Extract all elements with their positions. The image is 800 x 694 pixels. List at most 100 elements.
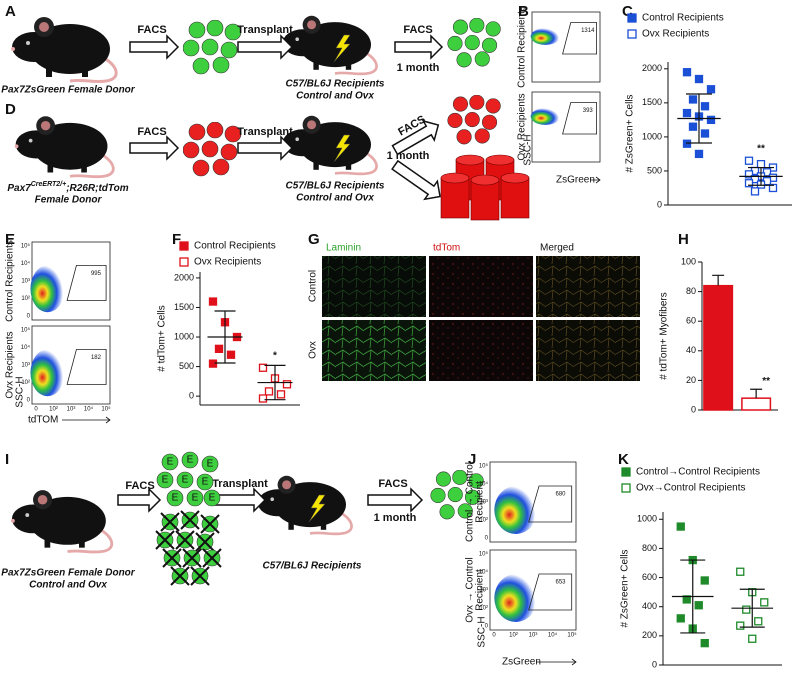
legend-marker: [179, 257, 189, 267]
gate-count: 182: [91, 355, 102, 361]
cell: [166, 489, 184, 507]
data-point: [742, 605, 751, 614]
groups: Control and Ovx: [29, 580, 107, 591]
cell: [186, 489, 204, 507]
event-density: [30, 349, 65, 397]
micrograph: [322, 320, 426, 381]
arrow: [394, 34, 444, 60]
y-tick-label: 0: [485, 536, 489, 542]
data-point: [208, 297, 218, 306]
panel-label: A: [5, 3, 16, 20]
arrow: [367, 487, 424, 513]
cell-mark: E: [209, 493, 216, 504]
data-point: [682, 68, 692, 77]
arrow: [129, 34, 180, 60]
error-bar: [214, 310, 236, 364]
row-label: Recipient: [475, 481, 486, 523]
legend-label: Ovx Recipients: [194, 257, 261, 268]
cell-mark: E: [192, 493, 199, 504]
gate-count: 995: [91, 271, 102, 277]
donor-part: CreERT2/+: [31, 181, 66, 188]
time: 1 month: [374, 512, 417, 524]
column-header: Laminin: [326, 243, 361, 254]
axis-arrow: [536, 658, 577, 666]
y-tick-label: 400: [642, 601, 657, 611]
y-tick-label: 0: [691, 404, 696, 414]
legend-marker: [621, 483, 631, 493]
myofiber: [440, 177, 470, 219]
data-point: [688, 122, 698, 131]
data-point: [258, 394, 268, 403]
legend-label: Ovx→Control Recipients: [636, 483, 745, 494]
data-point: [768, 183, 778, 193]
cell: [156, 471, 174, 489]
y-axis-label: SSC-H: [15, 376, 26, 407]
data-point: [736, 621, 745, 630]
donor-mouse: [13, 114, 115, 179]
cell: [181, 451, 199, 469]
gate: [562, 102, 597, 135]
data-point: [688, 95, 698, 104]
x-tick-label: 10⁴: [548, 632, 558, 639]
step: Transplant: [237, 126, 293, 138]
myofiber-top: [440, 172, 470, 184]
micrograph: [536, 256, 640, 317]
data-point: [264, 387, 274, 396]
legend-marker: [627, 29, 637, 39]
data-point: [276, 390, 286, 399]
row-label: Ovx Recipients: [517, 93, 528, 160]
event-density: [494, 574, 538, 622]
gate: [66, 265, 107, 301]
arrow: [129, 135, 180, 161]
data-point: [694, 74, 704, 84]
x-tick-label: 10²: [509, 633, 518, 639]
data-point: [750, 187, 760, 196]
cell-mark: E: [182, 475, 189, 486]
y-tick-label: 10³: [479, 588, 488, 594]
y-tick-label: 0: [485, 624, 489, 630]
cross: [180, 510, 200, 530]
step: FACS: [137, 24, 166, 36]
y-tick-label: 100: [681, 256, 696, 266]
recipients: C57/BL6J Recipients: [286, 79, 385, 90]
y-tick-label: 10²: [21, 380, 30, 386]
legend-label: Ovx Recipients: [642, 29, 709, 40]
arrow: [391, 119, 440, 156]
plot-frame: [531, 91, 601, 163]
cross: [200, 514, 220, 534]
data-point: [676, 614, 685, 623]
myofiber-top: [500, 172, 530, 184]
x-tick-label: 10⁴: [84, 406, 94, 413]
cross: [170, 566, 190, 586]
row-label: Ovx Recipients: [5, 331, 16, 398]
data-point: [694, 601, 703, 610]
data-point: [706, 115, 716, 125]
data-point: [694, 149, 704, 159]
y-axis-label: # ZsGreen+ Cells: [625, 94, 636, 172]
y-axis-label: # tdTom+ Myofibers: [659, 292, 670, 380]
data-point: [282, 380, 292, 389]
step: Transplant: [237, 24, 293, 36]
data-point: [676, 522, 685, 531]
red-cells: [183, 122, 242, 177]
x-tick-label: 10⁵: [101, 406, 111, 413]
legend-label: Control→Control Recipients: [636, 467, 760, 478]
y-tick-label: 0: [657, 199, 662, 209]
annotation: **: [757, 143, 765, 154]
y-tick-label: 10⁵: [479, 463, 489, 470]
x-axis-label: tdTOM: [28, 415, 58, 426]
row-label: Recipient: [475, 569, 486, 611]
data-point: [682, 139, 692, 148]
panel-label: D: [5, 101, 16, 118]
data-point: [744, 179, 754, 188]
annotation: **: [762, 376, 770, 387]
donor-part: Pax7: [7, 183, 31, 194]
y-tick-label: 10⁵: [21, 243, 31, 250]
x-tick-label: 0: [492, 633, 496, 639]
gate: [66, 349, 107, 385]
recipient-mouse: [280, 114, 378, 176]
data-point: [700, 102, 710, 111]
data-point: [682, 108, 692, 118]
gate-count: 393: [583, 108, 594, 114]
